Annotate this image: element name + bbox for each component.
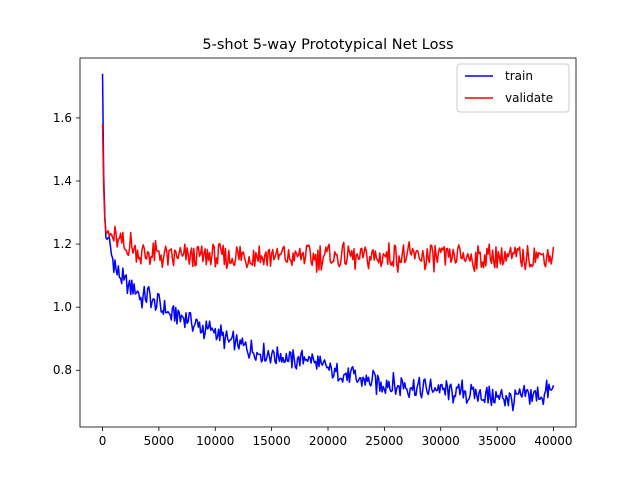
axes: 0 5000 10000 15000 20000 25000 30000 35000 40000… — [53, 57, 577, 448]
x-tick-label: 25000 — [365, 434, 403, 448]
y-tick-label: 1.2 — [53, 237, 72, 251]
y-tick-label: 1.0 — [53, 300, 72, 314]
y-tick-label: 0.8 — [53, 363, 72, 377]
x-tick-label: 35000 — [478, 434, 516, 448]
x-tick-label: 5000 — [144, 434, 175, 448]
x-tick-label: 10000 — [196, 434, 234, 448]
x-tick-label: 15000 — [253, 434, 291, 448]
series-line-train — [101, 73, 555, 412]
x-tick-label: 30000 — [422, 434, 460, 448]
y-tick-label: 1.6 — [53, 111, 72, 125]
y-tick-label: 1.4 — [53, 174, 72, 188]
series-line-validate — [101, 124, 555, 273]
legend-label-validate: validate — [505, 91, 553, 105]
x-tick-label: 40000 — [534, 434, 572, 448]
legend: train validate — [456, 63, 570, 113]
legend-label-train: train — [505, 69, 533, 83]
plot-area — [101, 73, 555, 412]
chart-title: 5-shot 5-way Prototypical Net Loss — [202, 37, 453, 53]
x-tick-label: 20000 — [309, 434, 347, 448]
x-tick-label: 0 — [99, 434, 107, 448]
